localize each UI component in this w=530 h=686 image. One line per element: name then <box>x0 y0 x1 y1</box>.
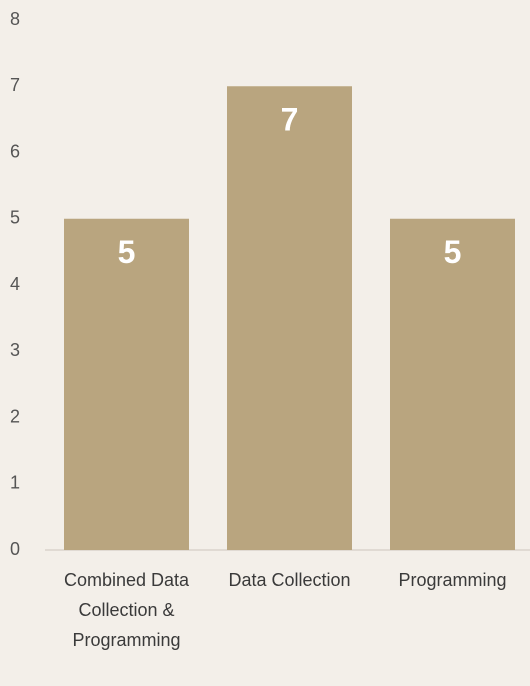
y-tick-label: 6 <box>10 141 20 161</box>
bar <box>227 86 352 550</box>
bar <box>390 218 515 550</box>
y-tick-label: 3 <box>10 340 20 360</box>
x-tick-label: Combined Data Collection & Programming <box>64 570 190 650</box>
y-tick-label: 8 <box>10 9 20 29</box>
data-label: 5 <box>444 234 462 270</box>
data-label: 7 <box>281 102 299 138</box>
bar <box>64 218 189 550</box>
data-label: 5 <box>118 234 136 270</box>
y-tick-label: 7 <box>10 75 20 95</box>
y-tick-label: 5 <box>10 208 20 228</box>
y-tick-label: 4 <box>10 274 20 294</box>
y-tick-label: 1 <box>10 473 20 493</box>
y-tick-label: 2 <box>10 406 20 426</box>
x-tick-label: Programming <box>398 570 506 590</box>
x-tick-label: Data Collection <box>228 570 350 590</box>
y-tick-label: 0 <box>10 539 20 559</box>
